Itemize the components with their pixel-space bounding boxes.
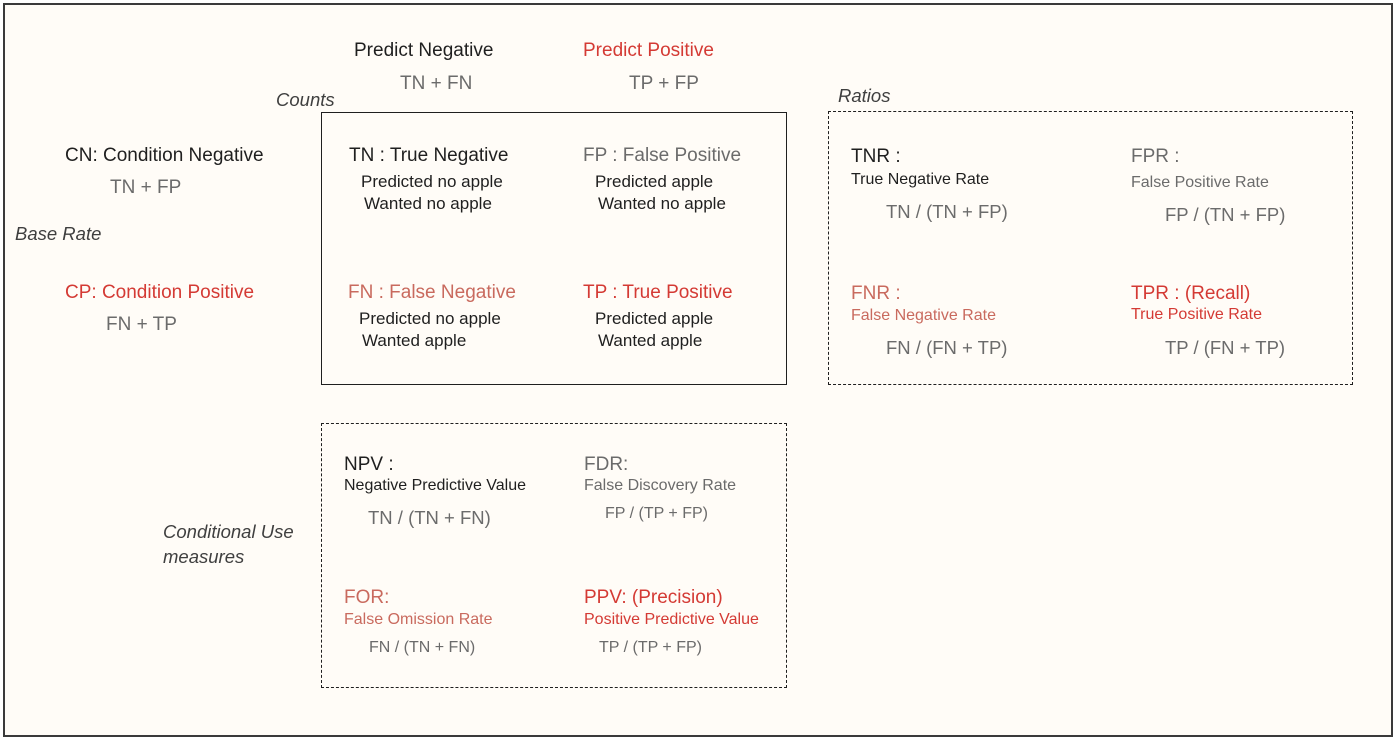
fdr-name: False Discovery Rate xyxy=(584,477,737,494)
tn-title: TN : True Negative xyxy=(349,145,509,166)
conditional-use-label-line1: Conditional Use xyxy=(163,521,294,542)
fdr-abbr: FDR: xyxy=(584,454,629,475)
condition-negative-formula: TN + FP xyxy=(110,177,182,198)
ppv-formula: TP / (TP + FP) xyxy=(599,639,702,656)
predict-negative-label: Predict Negative xyxy=(354,40,494,61)
tpr-formula: TP / (FN + TP) xyxy=(1165,337,1286,358)
conditional-use-label-line2: measures xyxy=(163,546,245,567)
fn-line2: Wanted apple xyxy=(362,331,467,350)
npv-formula: TN / (TN + FN) xyxy=(368,507,491,528)
predict-negative-formula: TN + FN xyxy=(400,73,473,94)
tp-title: TP : True Positive xyxy=(583,282,733,303)
condition-positive-label: CP: Condition Positive xyxy=(65,282,255,303)
tpr-name: True Positive Rate xyxy=(1131,306,1263,323)
tnr-formula: TN / (TN + FP) xyxy=(886,201,1008,222)
fp-line1: Predicted apple xyxy=(595,172,714,191)
counts-label: Counts xyxy=(276,89,335,110)
predict-positive-label: Predict Positive xyxy=(583,40,714,61)
tn-line1: Predicted no apple xyxy=(361,172,503,191)
fnr-formula: FN / (FN + TP) xyxy=(886,337,1008,358)
for-name: False Omission Rate xyxy=(344,611,493,628)
fpr-name: False Positive Rate xyxy=(1131,174,1269,191)
ppv-abbr: PPV: (Precision) xyxy=(584,587,723,608)
conditional-use-box xyxy=(321,423,787,688)
fp-line2: Wanted no apple xyxy=(598,194,726,213)
ppv-name: Positive Predictive Value xyxy=(584,611,759,628)
base-rate-label: Base Rate xyxy=(15,223,102,244)
condition-negative-label: CN: Condition Negative xyxy=(65,145,264,166)
tp-line2: Wanted apple xyxy=(598,331,703,350)
tp-line1: Predicted apple xyxy=(595,309,714,328)
fnr-name: False Negative Rate xyxy=(851,307,996,324)
fpr-abbr: FPR : xyxy=(1131,146,1180,167)
for-formula: FN / (TN + FN) xyxy=(369,639,476,656)
counts-box xyxy=(321,112,787,385)
tnr-abbr: TNR : xyxy=(851,146,901,167)
condition-positive-formula: FN + TP xyxy=(106,314,177,335)
npv-abbr: NPV : xyxy=(344,454,394,475)
fdr-formula: FP / (TP + FP) xyxy=(605,505,708,522)
for-abbr: FOR: xyxy=(344,587,390,608)
fn-line1: Predicted no apple xyxy=(359,309,501,328)
tnr-name: True Negative Rate xyxy=(851,171,990,188)
ratios-box xyxy=(828,111,1353,385)
fpr-formula: FP / (TN + FP) xyxy=(1165,204,1286,225)
diagram-frame xyxy=(3,3,1393,737)
fnr-abbr: FNR : xyxy=(851,283,901,304)
predict-positive-formula: TP + FP xyxy=(629,73,699,94)
fp-title: FP : False Positive xyxy=(583,145,742,166)
tn-line2: Wanted no apple xyxy=(364,194,492,213)
fn-title: FN : False Negative xyxy=(348,282,516,303)
tpr-abbr: TPR : (Recall) xyxy=(1131,283,1251,304)
npv-name: Negative Predictive Value xyxy=(344,477,527,494)
ratios-label: Ratios xyxy=(838,85,891,106)
